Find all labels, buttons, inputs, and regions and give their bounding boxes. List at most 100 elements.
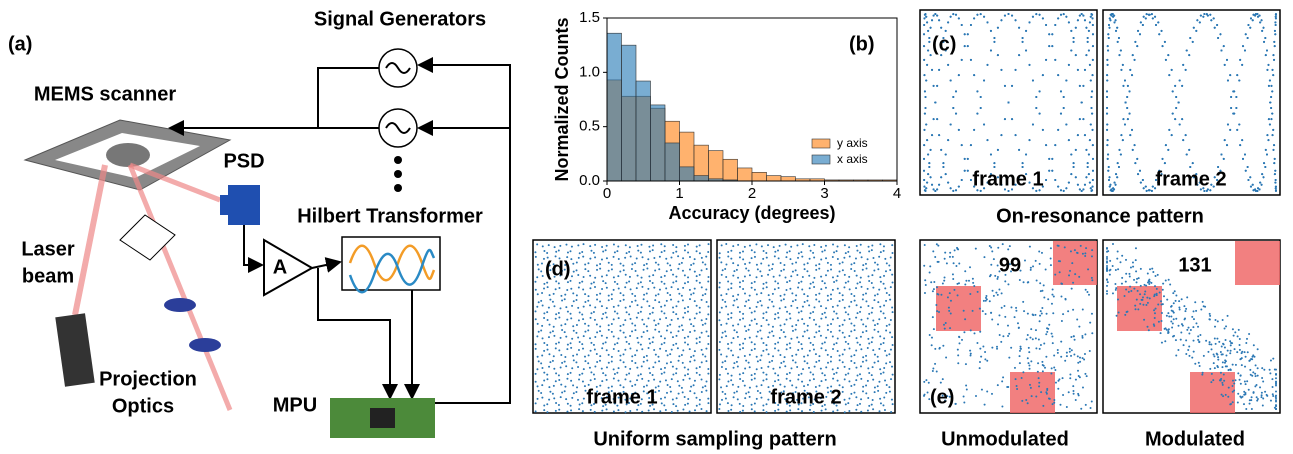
scan-dot <box>751 249 753 251</box>
scan-dot <box>700 408 702 410</box>
scan-dot <box>560 396 562 398</box>
scan-dot <box>993 41 995 43</box>
scan-dot <box>618 380 620 382</box>
y-tick-label: 1.0 <box>579 63 600 80</box>
scan-dot <box>552 330 554 332</box>
scan-dot <box>884 317 886 319</box>
scan-dot <box>810 283 812 285</box>
scan-dot <box>1030 387 1032 389</box>
scan-dot <box>1168 279 1170 281</box>
scan-dot <box>832 368 834 370</box>
scan-dot <box>797 287 799 289</box>
panel-label: (e) <box>930 386 954 408</box>
scan-dot <box>1109 19 1111 21</box>
scan-dot <box>1090 407 1092 409</box>
scan-dot <box>815 299 817 301</box>
scan-dot <box>1070 336 1072 338</box>
scan-dot <box>682 287 684 289</box>
scan-dot <box>1230 344 1232 346</box>
scan-dot <box>659 289 661 291</box>
scan-dot <box>994 275 996 277</box>
scan-dot <box>731 375 733 377</box>
scan-dot <box>1078 326 1080 328</box>
scan-dot <box>646 330 648 332</box>
scan-dot <box>682 349 684 351</box>
scan-dot <box>1142 179 1144 181</box>
scan-dot <box>1122 139 1124 141</box>
scan-dot <box>984 351 986 353</box>
scan-dot <box>925 379 927 381</box>
scan-dot <box>1158 321 1160 323</box>
scan-dot <box>798 341 800 343</box>
scan-dot <box>737 264 739 266</box>
scan-dot <box>1190 329 1192 331</box>
scan-dot <box>1261 392 1263 394</box>
scan-dot <box>624 349 626 351</box>
scan-dot <box>682 409 684 411</box>
scan-dot <box>950 124 952 126</box>
scan-dot <box>1147 273 1149 275</box>
scan-dot <box>1193 310 1195 312</box>
scan-dot <box>850 301 852 303</box>
scan-dot <box>993 162 995 164</box>
scan-dot <box>970 59 972 61</box>
scan-dot <box>772 368 774 370</box>
scan-dot <box>1149 14 1151 16</box>
scan-dot <box>1273 59 1275 61</box>
scan-dot <box>1053 402 1055 404</box>
scan-dot <box>654 299 656 301</box>
scan-dot <box>1106 265 1108 267</box>
scan-dot <box>667 292 669 294</box>
scan-dot <box>940 176 942 178</box>
scan-dot <box>1251 408 1253 410</box>
scan-dot <box>1132 261 1134 263</box>
scan-dot <box>931 337 933 339</box>
scan-dot <box>818 355 820 357</box>
scan-dot <box>1091 249 1093 251</box>
scan-dot <box>581 281 583 283</box>
scan-dot <box>1213 353 1215 355</box>
scan-dot <box>1189 37 1191 39</box>
scan-dot <box>1262 381 1264 383</box>
scan-dot <box>847 373 849 375</box>
scan-dot <box>785 277 787 279</box>
scan-dot <box>804 360 806 362</box>
scan-dot <box>761 337 763 339</box>
scan-dot <box>573 359 575 361</box>
scan-dot <box>862 323 864 325</box>
scan-dot <box>1029 337 1031 339</box>
scan-dot <box>640 311 642 313</box>
scan-dot <box>934 348 936 350</box>
scan-dot <box>1217 356 1219 358</box>
scan-dot <box>541 354 543 356</box>
scan-dot <box>821 251 823 253</box>
scan-dot <box>927 30 929 32</box>
scan-dot <box>1057 74 1059 76</box>
scan-dot <box>759 300 761 302</box>
scan-dot <box>1156 294 1158 296</box>
scan-dot <box>820 347 822 349</box>
scan-dot <box>678 385 680 387</box>
scan-dot <box>892 282 894 284</box>
scan-dot <box>637 245 639 247</box>
scan-dot <box>1035 13 1037 15</box>
scan-dot <box>979 367 981 369</box>
scan-dot <box>1263 176 1265 178</box>
scan-dot <box>1075 149 1077 151</box>
scan-dot <box>1042 364 1044 366</box>
scan-dot <box>682 362 684 364</box>
scan-dot <box>678 293 680 295</box>
scan-dot <box>1073 166 1075 168</box>
scan-dot <box>809 258 811 260</box>
scan-dot <box>1273 162 1275 164</box>
scan-dot <box>980 107 982 109</box>
scan-dot <box>845 252 847 254</box>
scan-dot <box>719 252 721 254</box>
scan-dot <box>1142 304 1144 306</box>
scan-dot <box>619 330 621 332</box>
scan-dot <box>653 379 655 381</box>
scan-dot <box>1275 400 1277 402</box>
scan-dot <box>669 294 671 296</box>
scan-dot <box>880 343 882 345</box>
scan-dot <box>837 275 839 277</box>
